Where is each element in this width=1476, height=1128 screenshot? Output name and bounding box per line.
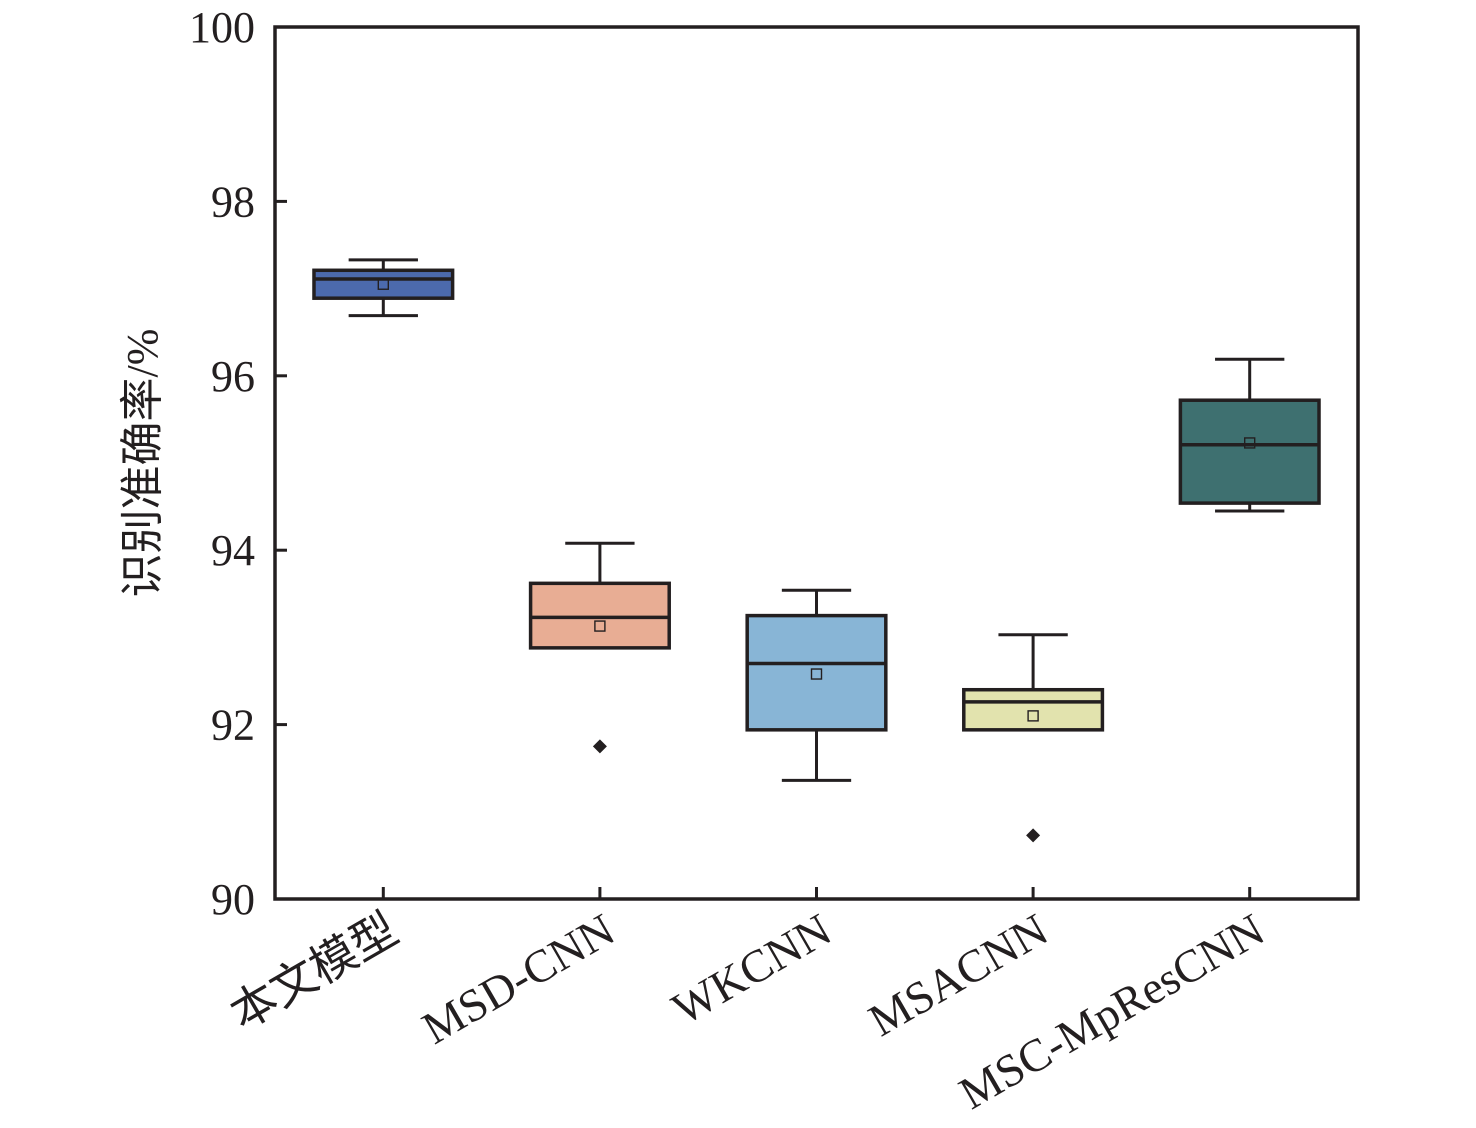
boxes-layer [312,258,1321,843]
box-group [528,541,671,754]
mean-marker [1243,437,1256,449]
y-axis: 90 92 94 96 98 100 [189,3,287,924]
box-iqr [312,268,455,300]
outlier-point [592,739,607,754]
mean-marker [594,620,606,632]
box-group [962,633,1105,843]
outlier-point [1026,828,1041,843]
y-tick-label: 94 [211,526,255,575]
y-tick-label: 92 [211,701,255,750]
box-iqr [745,613,888,732]
y-tick-label: 100 [189,3,255,52]
y-tick-label: 96 [211,352,255,401]
mean-marker [377,278,389,290]
box-group [312,258,455,318]
y-axis-title: 识别准确率/% [118,329,167,598]
mean-marker [1027,710,1039,722]
y-tick-label: 90 [211,875,255,924]
mean-marker [810,668,823,680]
box-iqr [962,687,1105,732]
box-group [1178,357,1321,513]
y-tick-label: 98 [211,177,255,226]
box-iqr [1178,398,1321,505]
box-group [745,588,888,782]
